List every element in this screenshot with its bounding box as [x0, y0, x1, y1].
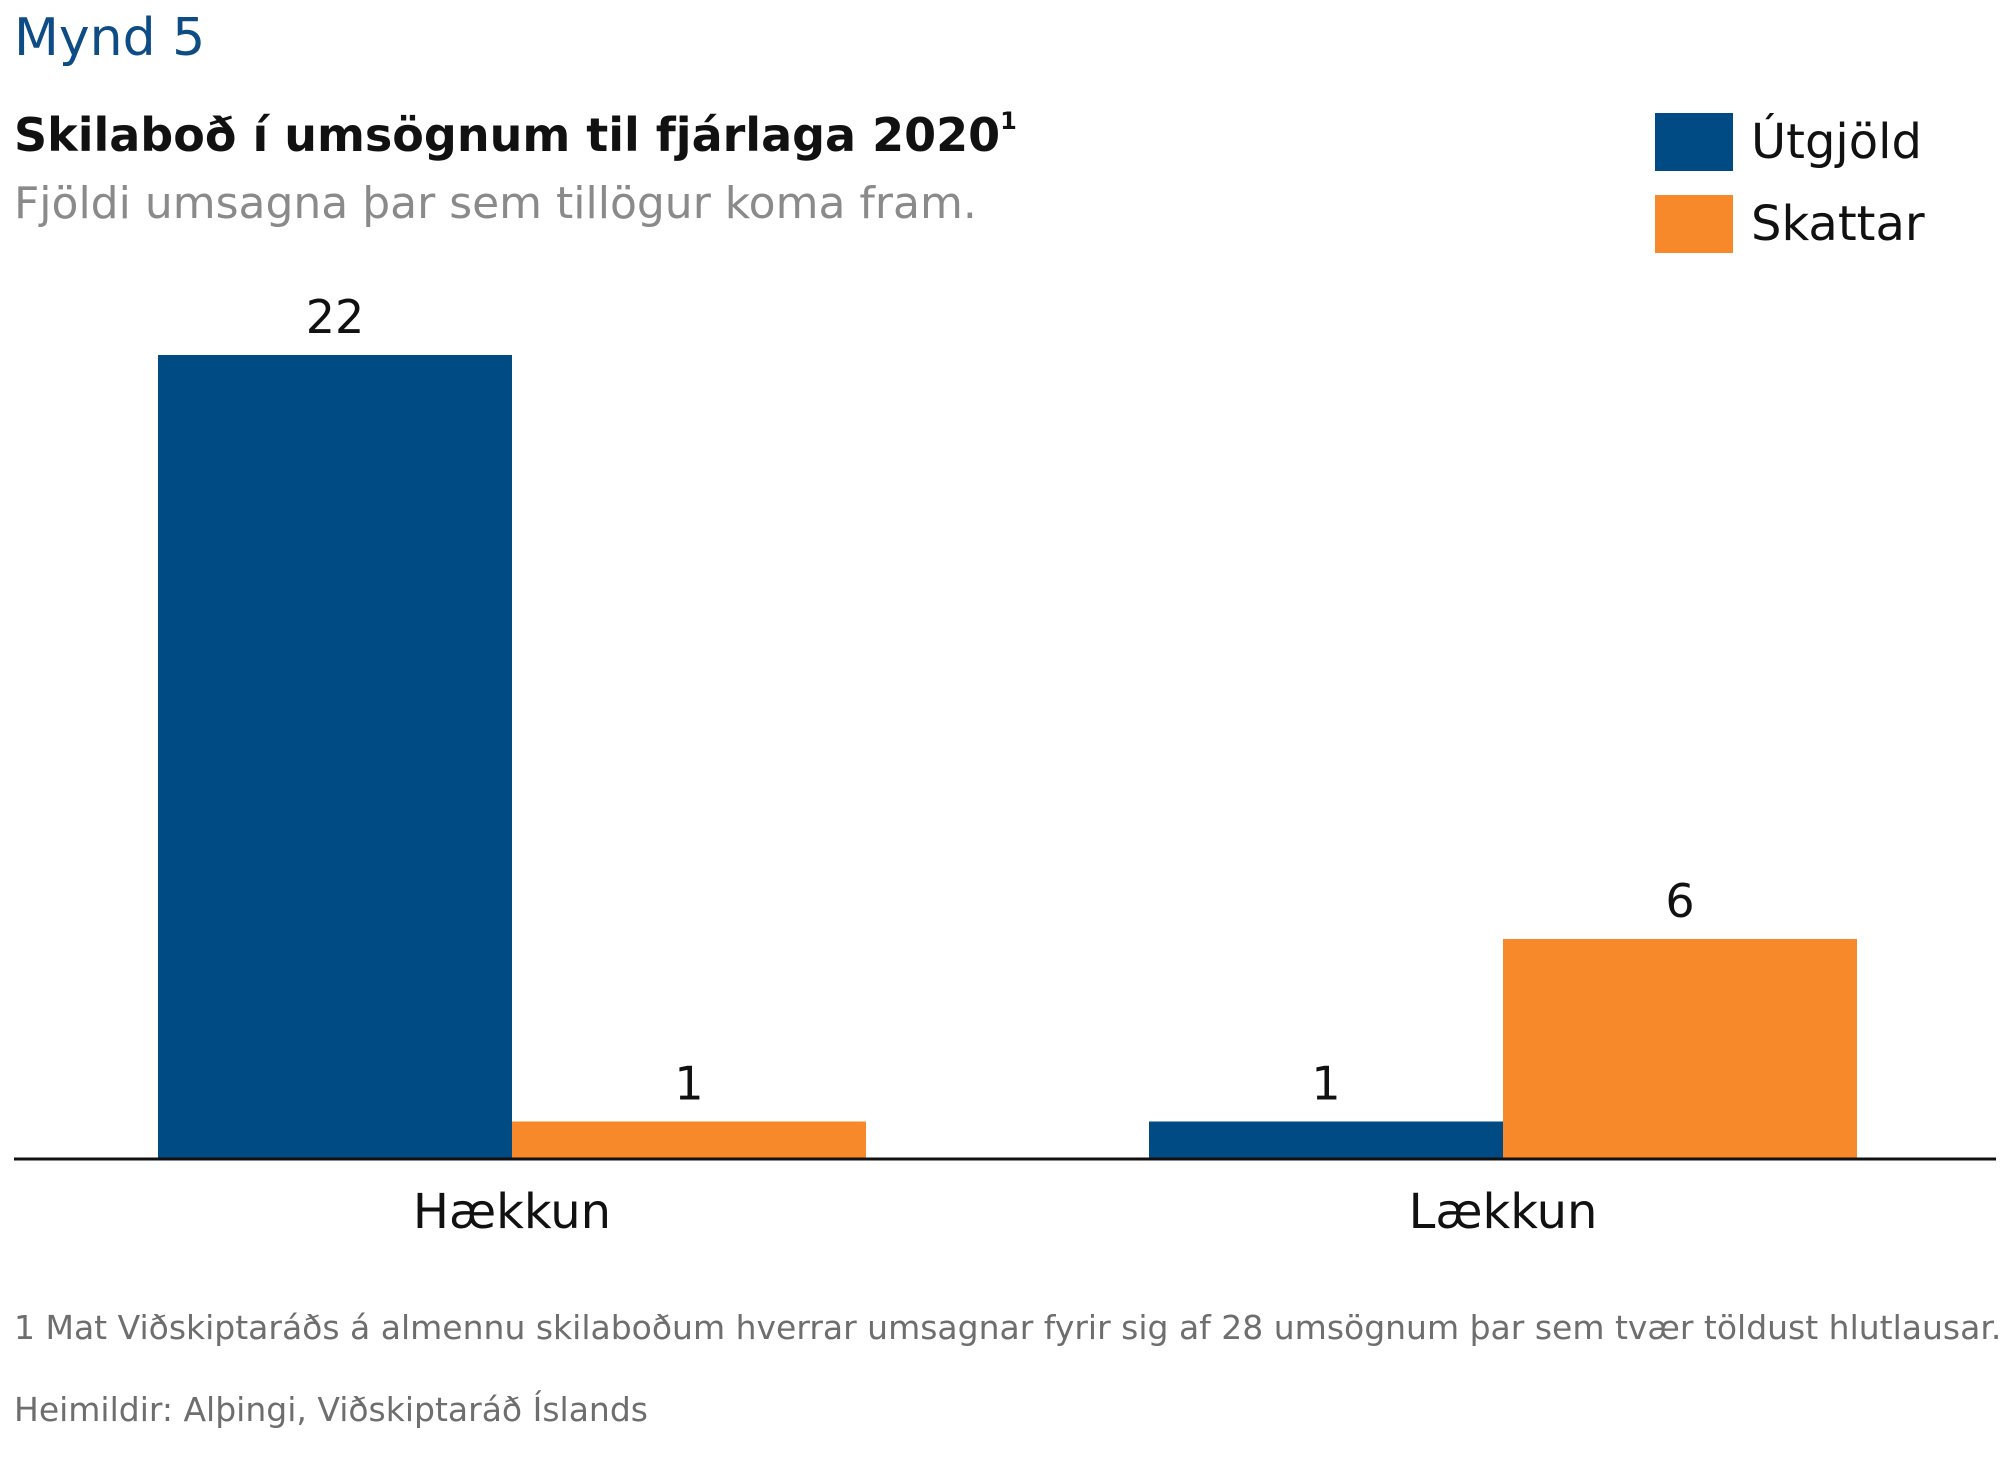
- title-footnote-marker: 1: [1000, 106, 1017, 135]
- chart-title: Skilaboð í umsögnum til fjárlaga 20201: [14, 106, 1017, 162]
- bar-skattar-laekkun: [1503, 939, 1857, 1158]
- x-tick-label-haekkun: Hækkun: [413, 1184, 611, 1240]
- x-tick-label-laekkun: Lækkun: [1409, 1184, 1598, 1240]
- legend-item-skattar: Skattar: [1655, 194, 1925, 254]
- legend-swatch-utgjold: [1655, 113, 1733, 171]
- bar-skattar-haekkun: [512, 1121, 866, 1158]
- source-note: Heimildir: Alþingi, Viðskiptaráð Íslands: [14, 1390, 648, 1429]
- bar-utgjold-haekkun: [158, 355, 512, 1158]
- chart-title-text: Skilaboð í umsögnum til fjárlaga 2020: [14, 108, 1001, 162]
- legend-label-utgjold: Útgjöld: [1751, 114, 1922, 170]
- legend-swatch-skattar: [1655, 195, 1733, 253]
- data-label-skattar-laekkun: 6: [1665, 874, 1694, 928]
- legend-item-utgjold: Útgjöld: [1655, 112, 1925, 172]
- data-label-skattar-haekkun: 1: [674, 1057, 703, 1111]
- bar-utgjold-laekkun: [1149, 1121, 1503, 1158]
- data-label-utgjold-laekkun: 1: [1311, 1057, 1340, 1111]
- legend: Útgjöld Skattar: [1655, 112, 1925, 276]
- chart-subtitle: Fjöldi umsagna þar sem tillögur koma fra…: [14, 178, 977, 229]
- figure-label: Mynd 5: [14, 8, 206, 68]
- data-label-utgjold-haekkun: 22: [306, 290, 365, 344]
- legend-label-skattar: Skattar: [1751, 196, 1925, 252]
- footnote: 1 Mat Viðskiptaráðs á almennu skilaboðum…: [14, 1308, 2000, 1347]
